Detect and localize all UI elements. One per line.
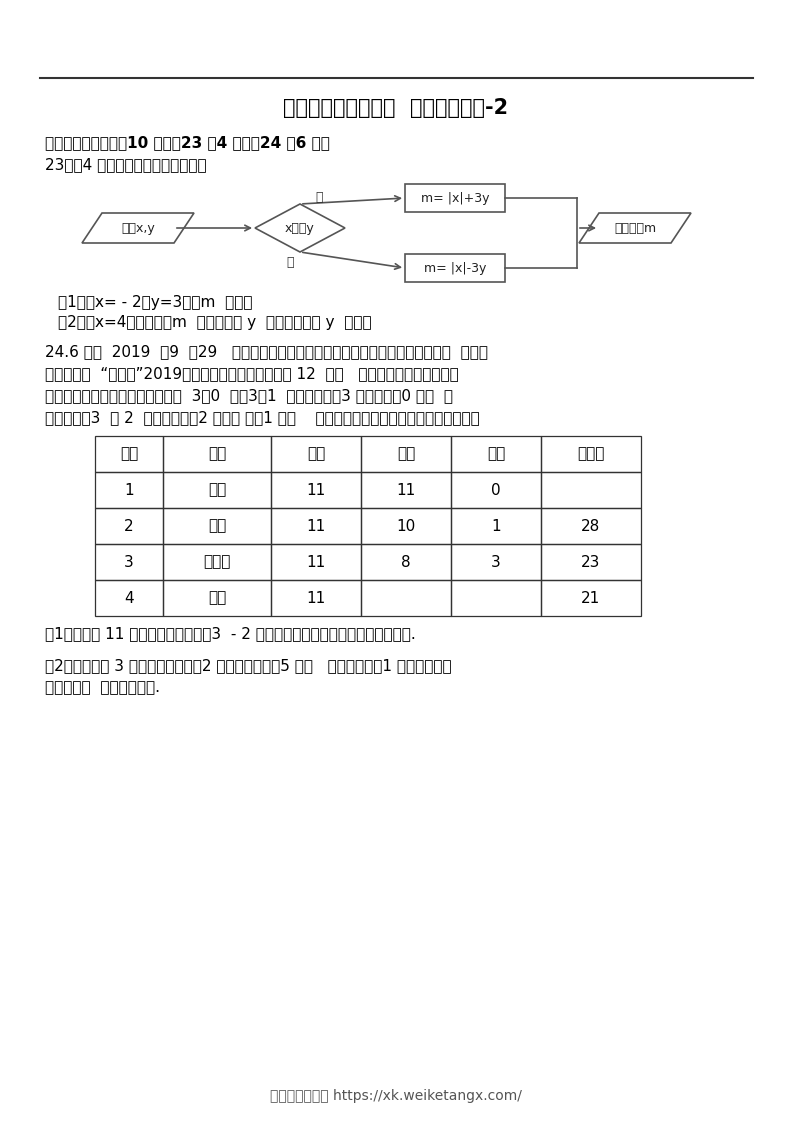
Bar — [95, 436, 163, 472]
Text: 21: 21 — [581, 590, 600, 606]
Text: 中国: 中国 — [208, 482, 226, 497]
Text: x大于y: x大于y — [285, 221, 315, 234]
Bar — [163, 472, 271, 508]
Text: 输入x,y: 输入x,y — [121, 221, 155, 234]
Text: 负场: 负场 — [487, 447, 505, 461]
Bar — [541, 472, 641, 508]
Text: 胜场: 胜场 — [396, 447, 415, 461]
Bar — [95, 472, 163, 508]
Bar — [271, 544, 361, 580]
Text: （2）巴西队积 3 分取胜的场次比积2 分取胜的场次多5 场，   且负场积分为1 分，总积分见: （2）巴西队积 3 分取胜的场次比积2 分取胜的场次多5 场， 且负场积分为1 … — [45, 659, 452, 673]
Bar — [451, 436, 541, 472]
Bar — [271, 436, 361, 472]
Bar — [163, 436, 271, 472]
Text: 11: 11 — [306, 590, 326, 606]
Text: 总积分: 总积分 — [577, 447, 605, 461]
Polygon shape — [579, 213, 691, 243]
Text: 3: 3 — [125, 554, 134, 570]
Text: 表，求巴西  队胜场的场数.: 表，求巴西 队胜场的场数. — [45, 681, 160, 696]
Text: 名次: 名次 — [120, 447, 138, 461]
Bar — [541, 544, 641, 580]
Text: （2）若x=4，输出结果m  的値与输入 y  的値相同，求 y  的値．: （2）若x=4，输出结果m 的値与输入 y 的値相同，求 y 的値． — [58, 314, 372, 330]
Text: 场次: 场次 — [307, 447, 325, 461]
Bar — [361, 544, 451, 580]
Bar — [361, 472, 451, 508]
Bar — [95, 508, 163, 544]
Polygon shape — [82, 213, 194, 243]
Bar — [361, 580, 451, 616]
Bar — [163, 580, 271, 616]
Text: 否: 否 — [286, 256, 293, 268]
Text: 11: 11 — [306, 518, 326, 533]
Bar — [361, 508, 451, 544]
Polygon shape — [255, 204, 345, 252]
Bar — [271, 580, 361, 616]
Text: 11: 11 — [306, 554, 326, 570]
Text: 是: 是 — [315, 191, 323, 203]
Bar — [271, 508, 361, 544]
Text: 美国: 美国 — [208, 518, 226, 533]
Text: 4: 4 — [125, 590, 134, 606]
Text: 界三大赛的  “十冠王”2019年女排世界杯的参赛队伍为 12  支，   比赛采取单循环方式，五: 界三大赛的 “十冠王”2019年女排世界杯的参赛队伍为 12 支， 比赛采取单循… — [45, 367, 458, 381]
Text: 3: 3 — [491, 554, 501, 570]
Bar — [451, 472, 541, 508]
Text: 1: 1 — [491, 518, 501, 533]
Text: （1）中国队 11 场胜场中只有一场以3  - 2 取胜，请将中国队的总积分填在表格中.: （1）中国队 11 场胜场中只有一场以3 - 2 取胜，请将中国队的总积分填在表… — [45, 626, 416, 642]
Text: 1: 1 — [125, 482, 134, 497]
Text: 28: 28 — [581, 518, 600, 533]
Text: 俄罗斯: 俄罗斯 — [203, 554, 231, 570]
Text: 2: 2 — [125, 518, 134, 533]
Text: 10: 10 — [396, 518, 416, 533]
Text: 11: 11 — [396, 482, 416, 497]
Text: 输出结果m: 输出结果m — [614, 221, 656, 234]
Bar — [541, 436, 641, 472]
Text: 在比赛中以3  － 2  取胜的球队积2 分，负 队积1 分．    前四名队伍积分榜部分信息如下表所示：: 在比赛中以3 － 2 取胜的球队积2 分，负 队积1 分． 前四名队伍积分榜部分… — [45, 411, 480, 425]
Text: 学科学霸资料站 https://xk.weiketangx.com/: 学科学霸资料站 https://xk.weiketangx.com/ — [270, 1089, 522, 1103]
Text: 23．（4 分）如图是一个运算程序：: 23．（4 分）如图是一个运算程序： — [45, 157, 207, 173]
Bar — [451, 544, 541, 580]
Text: 局三胜，积分规则如下：比赛中以  3－0  或考3－1  取胜的球队积3 分，负队积0 分；  而: 局三胜，积分规则如下：比赛中以 3－0 或考3－1 取胜的球队积3 分，负队积0… — [45, 388, 453, 404]
Text: 四、解答题（本题內10 分，第23 题4 分，第24 题6 分）: 四、解答题（本题內10 分，第23 题4 分，第24 题6 分） — [45, 136, 330, 150]
Bar — [163, 544, 271, 580]
Bar — [163, 508, 271, 544]
Text: 人教版七年级（上）  期末数学试卷-2: 人教版七年级（上） 期末数学试卷-2 — [283, 98, 508, 118]
Text: 24.6 分）  2019  年9  月29   日，中国女排以十一连胜的战绩夺得女排世界杯冠军，  成为世: 24.6 分） 2019 年9 月29 日，中国女排以十一连胜的战绩夺得女排世界… — [45, 344, 488, 359]
Bar — [95, 544, 163, 580]
Text: m= |x|+3y: m= |x|+3y — [421, 192, 489, 204]
Bar — [451, 508, 541, 544]
Bar — [405, 184, 505, 212]
Text: 巴西: 巴西 — [208, 590, 226, 606]
Bar — [361, 436, 451, 472]
Bar — [541, 580, 641, 616]
Text: 0: 0 — [491, 482, 501, 497]
Bar — [541, 508, 641, 544]
Text: 11: 11 — [306, 482, 326, 497]
Bar — [451, 580, 541, 616]
Text: （1）若x= - 2，y=3，求m  的値；: （1）若x= - 2，y=3，求m 的値； — [58, 294, 252, 310]
Bar — [405, 254, 505, 282]
Bar — [95, 580, 163, 616]
Text: 23: 23 — [581, 554, 600, 570]
Text: 球队: 球队 — [208, 447, 226, 461]
Bar — [271, 472, 361, 508]
Text: 8: 8 — [401, 554, 411, 570]
Text: m= |x|-3y: m= |x|-3y — [423, 261, 486, 275]
